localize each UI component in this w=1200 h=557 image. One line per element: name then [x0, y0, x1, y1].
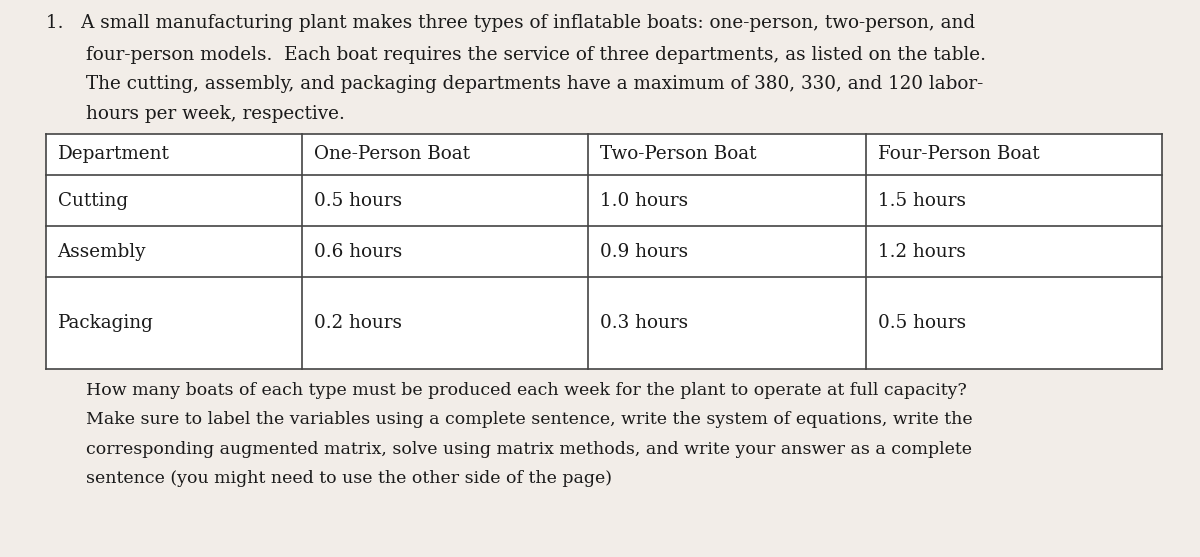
Text: corresponding augmented matrix, solve using matrix methods, and write your answe: corresponding augmented matrix, solve us…	[86, 441, 972, 458]
Text: 0.3 hours: 0.3 hours	[600, 314, 688, 332]
Text: How many boats of each type must be produced each week for the plant to operate : How many boats of each type must be prod…	[86, 382, 967, 399]
Text: One-Person Boat: One-Person Boat	[314, 145, 470, 163]
Text: Two-Person Boat: Two-Person Boat	[600, 145, 756, 163]
Text: Assembly: Assembly	[58, 243, 146, 261]
Text: Department: Department	[58, 145, 169, 163]
Text: Make sure to label the variables using a complete sentence, write the system of : Make sure to label the variables using a…	[86, 411, 973, 428]
Text: hours per week, respective.: hours per week, respective.	[86, 105, 346, 123]
Text: 0.5 hours: 0.5 hours	[314, 192, 402, 209]
Text: Packaging: Packaging	[58, 314, 154, 332]
Bar	[46, 134, 1162, 369]
Text: 1.0 hours: 1.0 hours	[600, 192, 688, 209]
Text: Four-Person Boat: Four-Person Boat	[878, 145, 1040, 163]
Text: 1.2 hours: 1.2 hours	[878, 243, 966, 261]
Text: four-person models.  Each boat requires the service of three departments, as lis: four-person models. Each boat requires t…	[86, 46, 986, 63]
Text: The cutting, assembly, and packaging departments have a maximum of 380, 330, and: The cutting, assembly, and packaging dep…	[86, 75, 984, 93]
Text: 0.9 hours: 0.9 hours	[600, 243, 688, 261]
Text: 0.6 hours: 0.6 hours	[314, 243, 403, 261]
Text: 0.5 hours: 0.5 hours	[878, 314, 966, 332]
Text: Cutting: Cutting	[58, 192, 127, 209]
Text: 1.5 hours: 1.5 hours	[878, 192, 966, 209]
Text: 1.   A small manufacturing plant makes three types of inflatable boats: one-pers: 1. A small manufacturing plant makes thr…	[46, 14, 974, 32]
Text: 0.2 hours: 0.2 hours	[314, 314, 402, 332]
Text: sentence (you might need to use the other side of the page): sentence (you might need to use the othe…	[86, 470, 612, 487]
